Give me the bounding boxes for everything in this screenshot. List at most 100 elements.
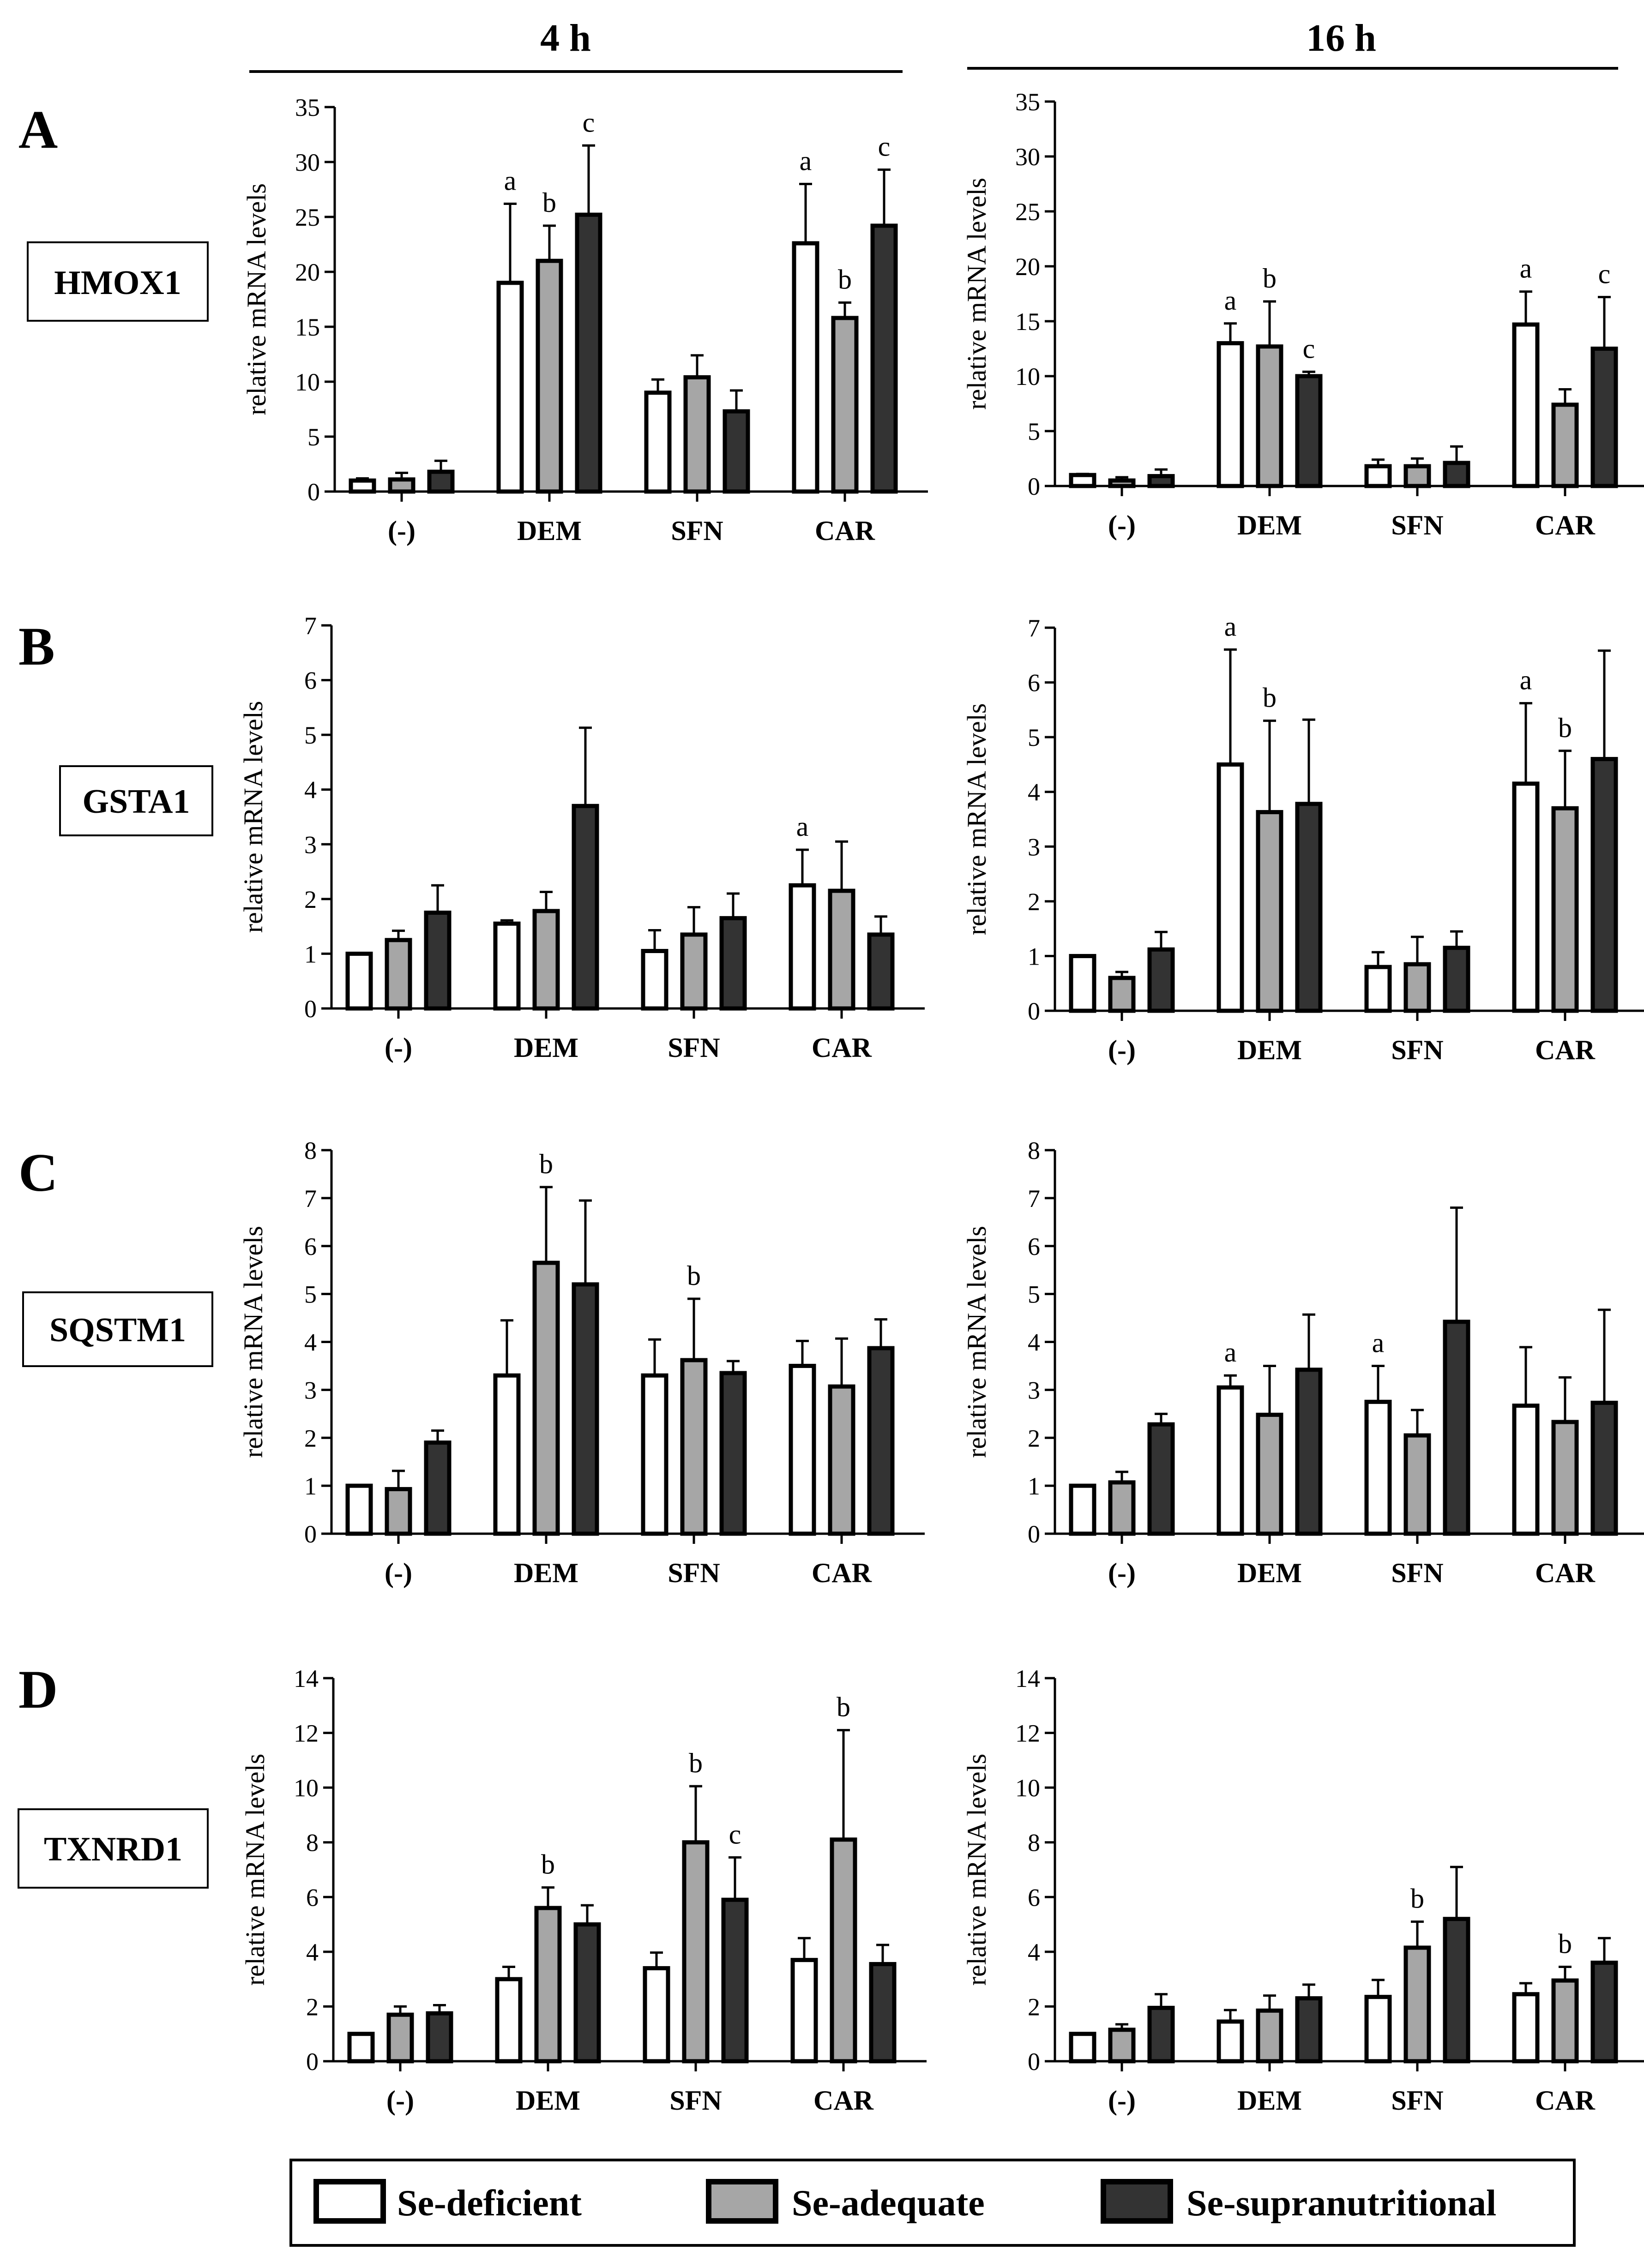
bar-D-16h-0-1 bbox=[1108, 2028, 1136, 2064]
y-tick-label-D-4h-4: 4 bbox=[306, 1938, 319, 1966]
bar-D-4h-3-2 bbox=[869, 1962, 897, 2064]
category-label-D-4h-0: (-) bbox=[386, 2085, 414, 2116]
legend-label-se-adequate: Se-adequate bbox=[792, 2183, 985, 2224]
bar-B-16h-0-1 bbox=[1108, 976, 1136, 1013]
y-axis-label-D-4h: relative mRNA levels bbox=[240, 1754, 270, 1986]
bar-B-16h-2-1 bbox=[1403, 962, 1431, 1013]
bar-B-4h-2-2 bbox=[719, 916, 747, 1011]
bar-D-4h-0-2 bbox=[426, 2011, 453, 2064]
bar-D-16h-1-1 bbox=[1256, 2008, 1283, 2064]
bar-B-16h-1-1 bbox=[1256, 810, 1283, 1013]
y-tick-label-B-16h-7: 7 bbox=[1028, 614, 1040, 642]
bar-A-16h-1-0 bbox=[1216, 341, 1244, 488]
y-tick-label-A-16h-20: 20 bbox=[1015, 253, 1040, 281]
legend-label-se-supranutritional: Se-supranutritional bbox=[1186, 2183, 1496, 2224]
y-tick-label-A-4h-10: 10 bbox=[295, 368, 320, 396]
y-tick-label-D-16h-0: 0 bbox=[1028, 2048, 1040, 2076]
panel-letter-A: A bbox=[18, 99, 58, 160]
significance-label-A-16h-1-1: b bbox=[1263, 263, 1277, 294]
y-tick-label-B-4h-7: 7 bbox=[304, 612, 317, 640]
category-label-A-16h-2: SFN bbox=[1391, 510, 1443, 540]
y-tick-label-B-4h-3: 3 bbox=[304, 831, 317, 858]
bar-D-16h-2-0 bbox=[1364, 1995, 1392, 2064]
significance-label-D-4h-3-1: b bbox=[837, 1692, 850, 1722]
significance-label-C-16h-2-0: a bbox=[1372, 1327, 1385, 1358]
y-tick-label-C-4h-6: 6 bbox=[304, 1233, 317, 1260]
bar-A-4h-3-1 bbox=[831, 316, 859, 494]
bar-D-4h-3-0 bbox=[790, 1958, 818, 2064]
gene-label-GSTA1: GSTA1 bbox=[82, 783, 190, 821]
y-tick-label-A-4h-25: 25 bbox=[295, 204, 320, 231]
significance-label-D-4h-1-1: b bbox=[541, 1849, 555, 1880]
bar-D-4h-1-1 bbox=[534, 1906, 562, 2064]
category-label-D-16h-3: CAR bbox=[1535, 2085, 1596, 2116]
significance-label-C-4h-1-1: b bbox=[539, 1149, 553, 1179]
y-tick-label-A-16h-5: 5 bbox=[1028, 418, 1040, 445]
y-tick-label-C-16h-3: 3 bbox=[1028, 1376, 1040, 1404]
y-axis-label-D-16h: relative mRNA levels bbox=[962, 1754, 992, 1986]
y-axis-label-B-16h: relative mRNA levels bbox=[962, 703, 992, 936]
bar-A-16h-0-1 bbox=[1108, 478, 1136, 488]
y-tick-label-A-4h-30: 30 bbox=[295, 149, 320, 176]
bar-C-16h-0-2 bbox=[1147, 1422, 1175, 1536]
category-label-B-16h-3: CAR bbox=[1535, 1035, 1596, 1065]
bar-D-4h-0-1 bbox=[386, 2012, 414, 2064]
bar-C-16h-2-2 bbox=[1443, 1320, 1470, 1536]
y-tick-label-C-16h-1: 1 bbox=[1028, 1472, 1040, 1500]
bar-A-4h-0-2 bbox=[427, 469, 455, 494]
bar-A-16h-3-0 bbox=[1512, 322, 1540, 488]
significance-label-A-4h-1-0: a bbox=[504, 165, 517, 196]
y-tick-label-D-4h-0: 0 bbox=[306, 2048, 319, 2076]
y-tick-label-D-4h-14: 14 bbox=[294, 1665, 319, 1692]
bar-D-4h-2-2 bbox=[721, 1897, 749, 2064]
y-tick-label-C-4h-1: 1 bbox=[304, 1472, 317, 1500]
gene-box-SQSTM1 bbox=[22, 1291, 213, 1367]
category-label-D-4h-1: DEM bbox=[516, 2085, 580, 2116]
bar-B-4h-3-0 bbox=[789, 883, 816, 1011]
bar-C-4h-0-0 bbox=[345, 1483, 373, 1536]
bar-B-16h-2-2 bbox=[1443, 946, 1470, 1013]
significance-label-A-16h-1-0: a bbox=[1224, 285, 1237, 316]
panel-letter-C: C bbox=[18, 1142, 58, 1203]
bar-A-4h-1-2 bbox=[575, 212, 602, 494]
bar-A-4h-1-1 bbox=[536, 258, 563, 494]
significance-label-A-16h-3-2: c bbox=[1598, 259, 1611, 289]
bar-D-4h-1-0 bbox=[495, 1977, 523, 2064]
bar-C-4h-0-2 bbox=[424, 1440, 452, 1536]
bar-C-16h-1-0 bbox=[1216, 1385, 1244, 1536]
y-tick-label-C-16h-2: 2 bbox=[1028, 1424, 1040, 1452]
bar-B-4h-3-2 bbox=[867, 932, 895, 1011]
bar-A-4h-2-0 bbox=[644, 390, 672, 494]
panel-letter-D: D bbox=[18, 1659, 58, 1720]
y-tick-label-D-16h-6: 6 bbox=[1028, 1884, 1040, 1911]
category-label-C-16h-3: CAR bbox=[1535, 1558, 1596, 1588]
row-label-D: D TXNRD1 bbox=[18, 1659, 209, 1889]
bar-D-16h-2-1 bbox=[1403, 1945, 1431, 2064]
bar-D-16h-1-0 bbox=[1216, 2019, 1244, 2064]
y-tick-label-C-4h-2: 2 bbox=[304, 1424, 317, 1452]
bar-B-16h-1-2 bbox=[1295, 802, 1323, 1013]
column-header-16h: 16 h bbox=[967, 17, 1618, 70]
gene-box-TXNRD1 bbox=[18, 1808, 209, 1889]
bar-D-4h-2-0 bbox=[643, 1966, 670, 2064]
y-tick-label-C-16h-4: 4 bbox=[1028, 1329, 1040, 1356]
category-label-B-4h-2: SFN bbox=[668, 1032, 720, 1063]
bar-A-16h-3-1 bbox=[1551, 402, 1579, 488]
bar-C-4h-3-1 bbox=[828, 1384, 855, 1536]
y-tick-label-D-4h-12: 12 bbox=[294, 1720, 319, 1747]
significance-label-C-16h-1-0: a bbox=[1224, 1337, 1237, 1368]
bar-B-16h-0-2 bbox=[1147, 947, 1175, 1013]
legend-swatch-se-deficient bbox=[313, 2179, 386, 2224]
y-axis-label-C-16h: relative mRNA levels bbox=[962, 1226, 992, 1458]
y-tick-label-C-4h-4: 4 bbox=[304, 1329, 317, 1356]
y-tick-label-B-16h-3: 3 bbox=[1028, 833, 1040, 861]
bar-A-4h-0-1 bbox=[388, 477, 416, 494]
legend: Se-deficient Se-adequate Se-supranutriti… bbox=[289, 2159, 1576, 2247]
y-tick-label-B-16h-5: 5 bbox=[1028, 724, 1040, 751]
y-tick-label-B-16h-1: 1 bbox=[1028, 942, 1040, 970]
bar-A-16h-3-2 bbox=[1590, 347, 1618, 488]
y-tick-label-C-4h-7: 7 bbox=[304, 1185, 317, 1212]
bar-C-16h-0-1 bbox=[1108, 1480, 1136, 1536]
bar-B-4h-0-2 bbox=[424, 911, 452, 1011]
